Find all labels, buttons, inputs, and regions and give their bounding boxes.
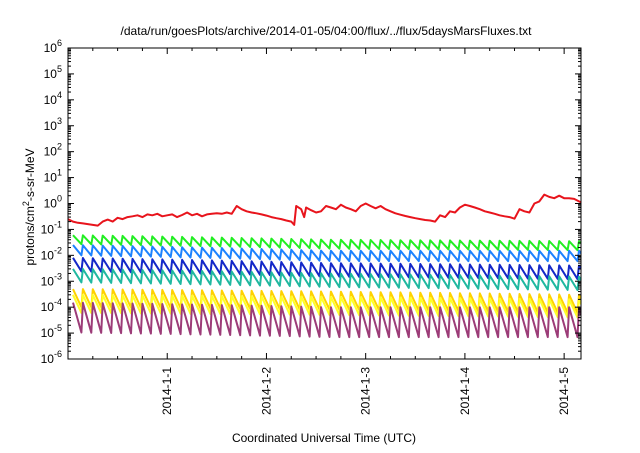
y-axis-label-rest: -s-sr-MeV <box>23 148 37 201</box>
x-tick-label: 2014-1-2 <box>259 367 273 415</box>
y-tick-label: 105 <box>44 64 62 81</box>
x-tick-label: 2014-1-5 <box>557 367 571 415</box>
y-tick-label: 10-1 <box>41 219 62 236</box>
series-line-1 <box>68 193 581 227</box>
y-tick-label: 10-2 <box>41 245 62 262</box>
series-line-2 <box>72 234 581 252</box>
y-tick-label: 10-5 <box>41 323 62 340</box>
x-tick-label: 2014-1-1 <box>160 367 174 415</box>
y-tick-label: 103 <box>44 116 62 133</box>
y-tick-label: 106 <box>44 38 62 55</box>
y-tick-label: 100 <box>44 194 62 211</box>
y-tick-label: 10-3 <box>41 271 62 288</box>
y-tick-label: 102 <box>44 142 62 159</box>
x-tick-label: 2014-1-3 <box>359 367 373 415</box>
x-tick-label: 2014-1-4 <box>458 367 472 415</box>
axis-layer: 10-6 10-5 10-4 10-3 10-2 10-1 100 101 102 103 104 1… <box>41 38 582 415</box>
y-tick-label: 101 <box>44 168 62 185</box>
y-axis-label: protons/cm2-s-sr-MeV <box>21 148 37 265</box>
x-axis-label: Coordinated Universal Time (UTC) <box>232 431 416 445</box>
y-tick-label: 104 <box>44 90 62 107</box>
y-tick-label: 10-6 <box>41 349 62 366</box>
series-line-4 <box>72 257 581 281</box>
series-line-8 <box>72 301 581 339</box>
y-axis-label-sup: 2 <box>21 201 31 206</box>
series-line-3 <box>72 244 581 263</box>
series-group <box>68 193 581 339</box>
y-axis-label-base: protons/cm <box>23 206 37 265</box>
chart-title: /data/run/goesPlots/archive/2014-01-05/0… <box>121 24 533 38</box>
plot-layer <box>68 193 581 339</box>
y-tick-label: 10-4 <box>41 297 62 314</box>
series-line-5 <box>72 268 581 292</box>
